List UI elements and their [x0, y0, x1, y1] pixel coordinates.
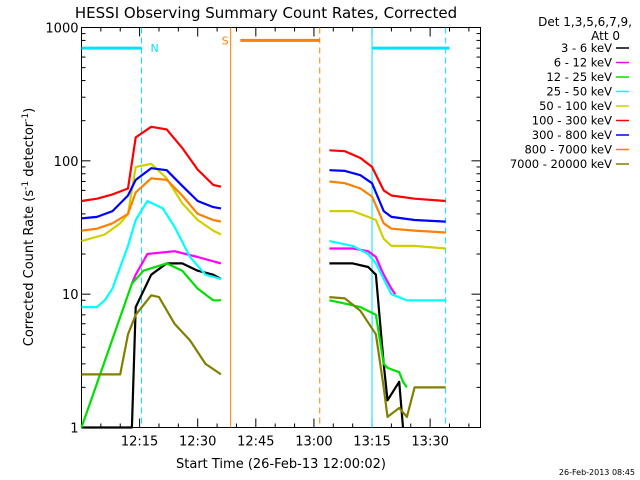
series-line-6 — [81, 125, 222, 203]
series-line-1 — [329, 262, 405, 428]
legend-header-line2: Att 0 — [591, 29, 620, 43]
y-tick-label: 100 — [54, 155, 79, 170]
night-label: N — [151, 42, 159, 55]
series-line-9 — [81, 294, 222, 376]
x-tick-label: 12:30 — [179, 435, 216, 450]
legend-label: 300 - 800 keV — [532, 128, 612, 142]
series-line-1 — [81, 262, 222, 429]
plot-frame — [81, 27, 481, 428]
chart-title: HESSI Observing Summary Count Rates, Cor… — [75, 4, 457, 22]
y-axis-label-main: Corrected Count Rate (s — [22, 190, 37, 347]
saa-label: S — [222, 34, 229, 47]
series-line-7 — [329, 169, 446, 223]
series-line-3 — [80, 262, 221, 428]
series-line-4 — [81, 199, 222, 309]
y-tick-label: 1 — [70, 422, 78, 437]
series-line-3 — [329, 299, 408, 389]
y-axis-label-sup2: -1 — [21, 113, 31, 122]
series-line-4 — [329, 240, 446, 302]
y-axis-label: Corrected Count Rate (s-1 detector-1) — [21, 108, 37, 346]
y-axis-label-sup1: -1 — [21, 181, 31, 190]
footer-date: 26-Feb-2013 08:45 — [559, 468, 635, 477]
series-group — [80, 125, 446, 429]
series-line-7 — [81, 167, 222, 220]
legend-label: 800 - 7000 keV — [524, 143, 612, 157]
x-tick-label: 13:00 — [295, 435, 332, 450]
x-tick-label: 13:15 — [353, 435, 390, 450]
y-axis: 1 10 100 1000 — [45, 22, 481, 437]
orbit-bars: NS — [81, 27, 450, 428]
y-tick-label: 1000 — [45, 22, 78, 37]
legend-label: 12 - 25 keV — [546, 70, 612, 84]
y-tick-label: 10 — [62, 288, 79, 303]
series-line-2 — [130, 250, 222, 285]
legend-label: 100 - 300 keV — [532, 114, 612, 128]
series-line-5 — [329, 210, 446, 250]
x-tick-label: 12:45 — [237, 435, 274, 450]
series-line-5 — [81, 162, 222, 243]
legend-label: 7000 - 20000 keV — [510, 157, 612, 171]
legend-label: 25 - 50 keV — [546, 85, 612, 99]
series-line-2 — [329, 247, 397, 295]
legend-label: 6 - 12 keV — [554, 56, 612, 70]
x-axis-label: Start Time (26-Feb-13 12:00:02) — [176, 457, 386, 472]
legend-label: 3 - 6 keV — [561, 41, 612, 55]
series-line-9 — [329, 296, 446, 418]
x-tick-label: 12:15 — [121, 435, 158, 450]
series-line-6 — [329, 149, 446, 203]
legend-header-line1: Det 1,3,5,6,7,9, — [538, 15, 632, 29]
y-axis-label-end: ) — [22, 108, 37, 113]
x-tick-label: 13:30 — [411, 435, 448, 450]
x-axis: 12:15 12:30 12:45 13:00 13:15 13:30 — [100, 27, 470, 450]
legend-label: 50 - 100 keV — [539, 99, 612, 113]
y-axis-label-mid: detector — [22, 121, 37, 181]
series-line-8 — [329, 180, 446, 234]
series-line-8 — [81, 177, 222, 232]
